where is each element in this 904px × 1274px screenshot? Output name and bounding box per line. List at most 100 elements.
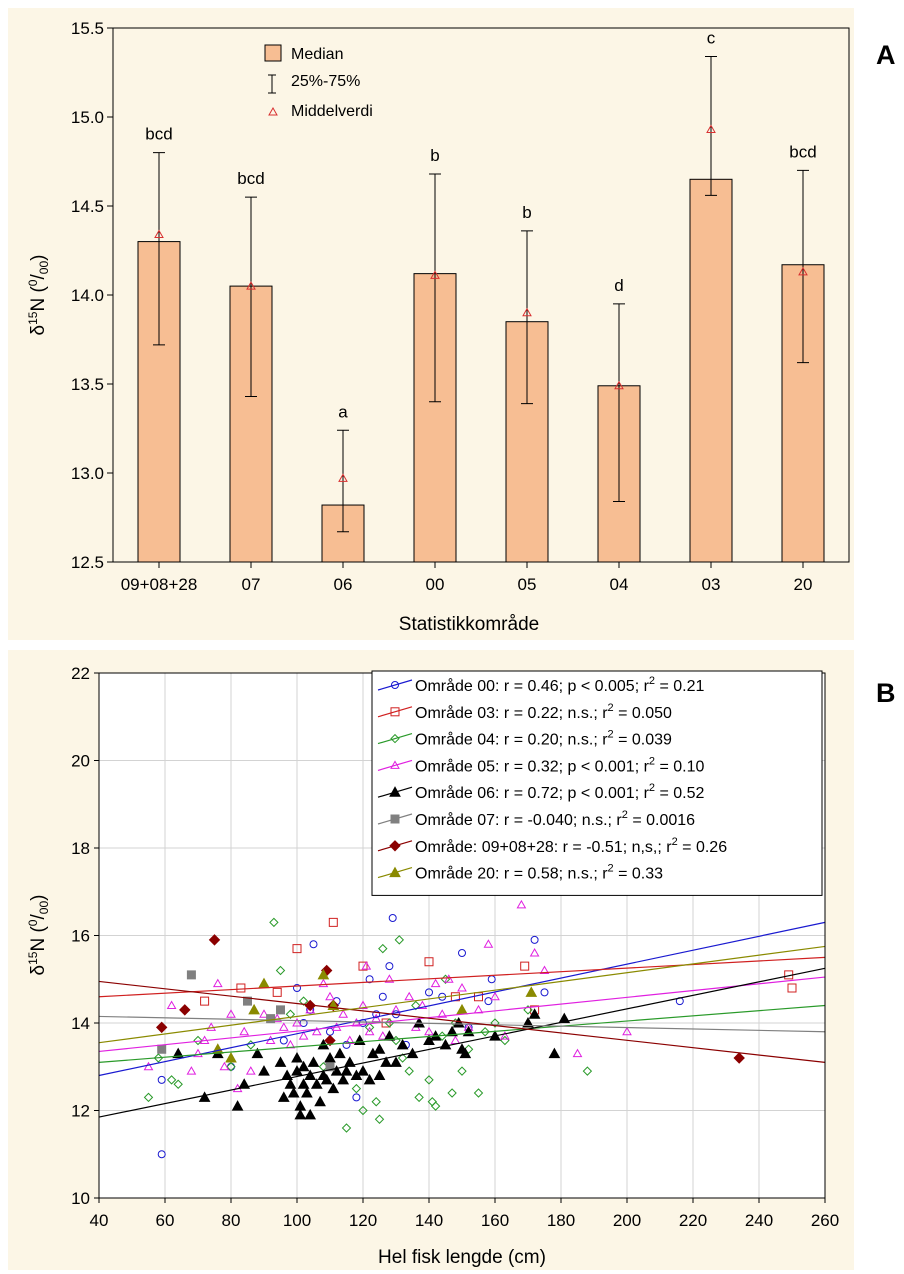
data-point <box>284 1078 297 1089</box>
data-point <box>311 1026 322 1036</box>
data-point <box>404 1066 414 1076</box>
x-tick-label: 03 <box>702 575 721 594</box>
data-point <box>226 1062 236 1072</box>
data-point <box>143 1092 154 1103</box>
data-point <box>337 1073 350 1085</box>
data-point <box>272 987 282 997</box>
x-tick-label: 180 <box>547 1211 575 1230</box>
legend-entry-text: Område: 09+08+28: r = -0.51; n,s,; r2 = … <box>415 836 727 856</box>
data-point <box>374 1114 385 1124</box>
data-point <box>291 1051 303 1063</box>
data-point <box>522 1016 534 1028</box>
data-point <box>275 965 286 976</box>
y-tick-label: 12 <box>71 1102 90 1121</box>
data-point <box>397 1053 408 1063</box>
panel-a-letter: A <box>876 40 896 70</box>
data-point <box>248 1003 260 1015</box>
data-point <box>371 1097 381 1107</box>
data-point <box>334 1047 346 1059</box>
mean-triangle <box>154 229 164 238</box>
data-point <box>473 1088 484 1098</box>
data-point <box>325 1062 335 1072</box>
legend-line-sample <box>377 706 413 718</box>
regression-line <box>98 967 826 1118</box>
y-tick-label: 10 <box>71 1189 90 1208</box>
legend-box <box>371 670 823 896</box>
data-point <box>558 1012 571 1024</box>
data-point <box>258 1065 270 1076</box>
data-point <box>238 1078 251 1089</box>
data-point <box>307 1056 320 1067</box>
data-point <box>301 1086 313 1098</box>
data-point <box>371 1013 382 1023</box>
mean-triangle <box>430 270 440 279</box>
data-point <box>388 914 397 922</box>
legend-entry-text: Område 03: r = 0.22; n.s.; r2 = 0.050 <box>415 702 672 722</box>
mean-triangle <box>798 266 808 276</box>
data-point <box>357 1065 369 1076</box>
data-point <box>324 1034 336 1047</box>
regression-line <box>98 1015 826 1033</box>
data-point <box>143 1061 154 1071</box>
data-point <box>219 1061 230 1071</box>
data-point <box>200 996 210 1006</box>
panel-a-bar-chart: 12.513.013.514.014.515.015.509+08+28bcd0… <box>8 8 896 640</box>
group-letter-label: bcd <box>789 142 816 161</box>
data-point <box>236 983 246 993</box>
group-letter-label: b <box>430 146 439 165</box>
panel-b-letter: B <box>876 678 896 708</box>
quartile-whisker <box>797 169 809 364</box>
data-point <box>304 1108 317 1120</box>
y-tick-label: 16 <box>71 927 90 946</box>
data-point <box>281 1069 293 1080</box>
y-tick-label: 14.5 <box>71 197 104 216</box>
group-letter-label: b <box>522 203 531 222</box>
data-point <box>425 988 433 997</box>
legend-marker <box>391 681 399 689</box>
data-point <box>317 968 330 980</box>
data-point <box>186 970 196 980</box>
panel-b-fit-lines <box>98 921 826 1118</box>
group-letter-label: d <box>614 276 623 295</box>
data-point <box>266 1014 276 1024</box>
legend-mean-triangle-icon <box>268 106 278 116</box>
legend-entry-text: Område 04: r = 0.20; n.s.; r2 = 0.039 <box>415 729 672 749</box>
data-point <box>430 978 441 988</box>
mean-triangle <box>614 380 624 390</box>
x-tick-label: 240 <box>745 1211 773 1230</box>
quartile-whisker <box>521 230 533 405</box>
data-point <box>243 996 252 1006</box>
data-point <box>377 1031 388 1040</box>
quartile-whisker <box>429 173 441 403</box>
x-tick-label: 05 <box>518 575 537 594</box>
y-tick-label: 12.5 <box>71 553 104 572</box>
regression-line <box>98 945 826 1044</box>
y-tick-label: 15.0 <box>71 108 104 127</box>
y-tick-label: 14 <box>71 1014 90 1033</box>
data-point <box>208 934 221 946</box>
group-letter-label: bcd <box>237 169 264 188</box>
data-point <box>198 1091 211 1102</box>
data-point <box>463 1044 474 1054</box>
data-point <box>437 1009 448 1018</box>
regression-line <box>98 1004 826 1063</box>
data-point <box>320 1073 333 1085</box>
panel-b-legend: Område 00: r = 0.46; p < 0.005; r2 = 0.2… <box>371 670 823 896</box>
panel-a-tick-labels: 12.513.013.514.014.515.015.509+08+28bcd0… <box>71 19 817 594</box>
data-point <box>384 974 395 983</box>
data-point <box>457 1066 467 1076</box>
data-point <box>186 1066 197 1075</box>
y-tick-label: 13.5 <box>71 375 104 394</box>
data-point <box>251 1047 264 1059</box>
data-point <box>278 1022 289 1031</box>
data-point <box>404 991 415 1001</box>
quartile-whisker <box>153 152 165 346</box>
median-bar <box>689 178 733 563</box>
x-tick-label: 100 <box>283 1211 311 1230</box>
data-point <box>500 1031 510 1040</box>
legend-mean-label: Middelverdi <box>291 103 373 120</box>
data-point <box>540 988 549 997</box>
data-point <box>525 986 538 997</box>
data-point <box>277 1091 290 1102</box>
data-point <box>276 1005 285 1015</box>
